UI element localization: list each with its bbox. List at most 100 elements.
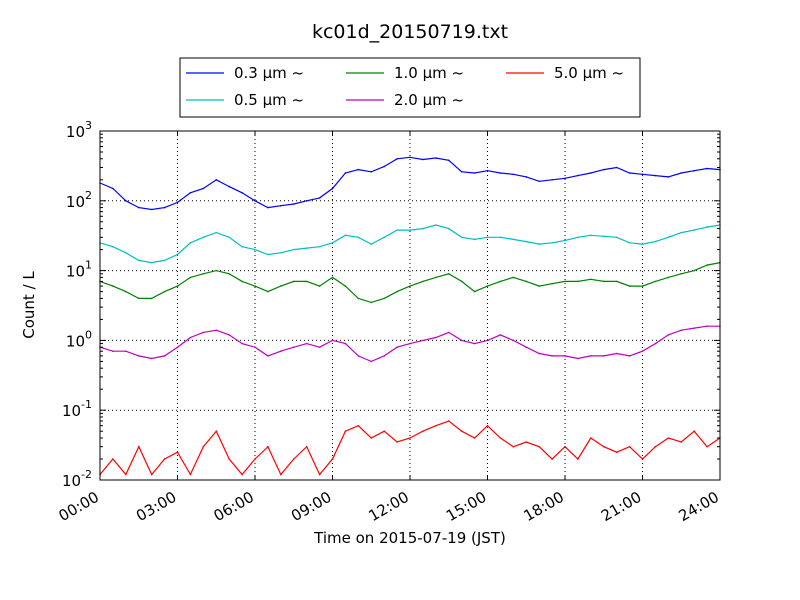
series-1-point [641,173,644,176]
series-3-point [512,276,515,279]
series-5-point [267,445,269,448]
series-3-point [473,290,476,293]
series-4-point [435,336,437,339]
series-4-point [448,331,450,334]
chart-title: kc01d_20150719.txt [312,21,508,43]
series-5-point [680,441,683,443]
series-5-point [486,424,489,427]
series-5-point [215,430,218,433]
series-4-point [344,342,347,345]
series-3-point [215,269,218,272]
legend-label: 5.0 µm ~ [554,64,624,82]
y-tick-label: 10-1 [62,398,92,420]
series-1-point [202,187,205,190]
y-tick-label: 101 [66,259,92,281]
x-tick-label: 21:00 [598,488,644,525]
legend-label: 0.5 µm ~ [234,91,304,109]
series-4-point [654,342,657,345]
series-1-point [228,185,230,188]
series-4-point [254,346,256,349]
series-1-point [189,192,192,194]
series-3-point [202,273,205,275]
series-1-point [435,157,437,159]
series-5-point [615,451,618,454]
series-3-point [615,280,618,283]
series-1-point [512,173,515,176]
series-4-point [693,327,695,329]
series-4-point [280,350,282,353]
series-3-point [435,276,437,279]
series-4-point [293,346,295,349]
series-3-point [564,280,566,283]
series-4-point [150,357,153,360]
series-4-point [473,342,476,345]
series-1-point [590,172,592,174]
series-1-point [577,174,579,177]
series-2-point [125,252,127,254]
series-5-point [357,424,360,427]
series-2-point [318,245,321,248]
series-4-point [525,346,528,349]
series-1-point [525,176,528,178]
x-axis-label: Time on 2015-07-19 (JST) [313,529,506,547]
x-tick-label: 15:00 [443,488,489,525]
series-2-point [112,245,114,248]
series-4-point [357,355,360,357]
series-2-point [525,240,528,243]
series-2-point [577,236,579,239]
x-tick-label: 18:00 [521,488,567,525]
legend-box [179,57,641,118]
series-5-point [564,445,566,448]
series-1-point [667,176,670,178]
y-tick-label: 100 [66,328,92,350]
series-5-point [370,437,373,439]
series-5-point [435,424,437,427]
legend-label: 1.0 µm ~ [394,64,464,82]
series-2-point [215,231,218,234]
series-2-point [189,242,192,244]
series-1-point [254,200,256,202]
series-2-point [254,248,256,251]
series-4-point [112,350,114,353]
series-5-point [138,445,140,448]
series-4-point [641,350,644,353]
series-3-point [293,280,295,283]
series-4-point [331,339,334,342]
series-4-point [383,355,386,357]
series-5-point [512,445,515,448]
series-5-point [189,473,192,476]
series-1-point [499,172,502,174]
series-1-point [564,177,566,180]
series-1-point [305,200,308,202]
series-4-point [577,357,579,360]
series-4-point [551,355,553,357]
series-4-point [667,334,670,336]
series-4-point [460,339,463,342]
series-1-point [396,158,398,160]
series-2-point [422,227,424,230]
series-1-point [344,172,347,174]
series-3-point [448,273,450,275]
series-2-point [435,224,437,226]
y-axis: 10-2 10-1 100 101 102 103 [62,119,720,490]
series-3-point [241,280,243,283]
series-1-point [409,156,411,159]
series-2-point [486,236,489,239]
series-2-point [344,234,347,237]
series-5-point [344,430,347,433]
series-3-point [603,280,605,283]
series-1-point [125,200,127,202]
series-2-point [628,242,631,244]
series-2-point [241,245,243,248]
series-5-point [448,420,450,422]
series-2-point [512,238,515,241]
series-1-point [383,165,386,168]
series-5-point [422,430,424,433]
series-2-point [538,243,540,245]
series-1-point [331,187,334,190]
series-5-point [305,445,308,448]
series-4-point [564,355,566,357]
series-4-point [486,339,489,342]
series-1-point [267,206,269,209]
series-1-point [680,172,683,174]
